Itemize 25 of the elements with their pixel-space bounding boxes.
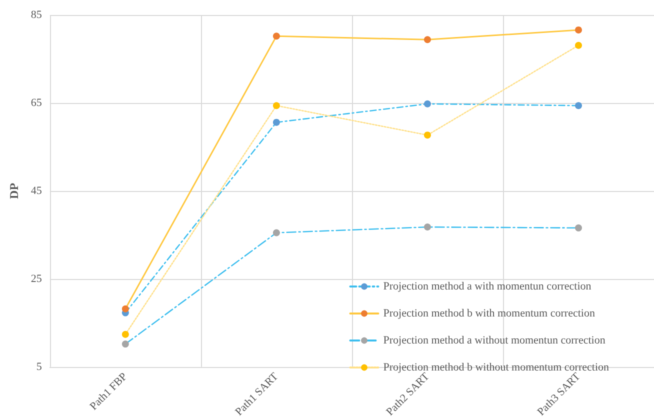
point xyxy=(424,224,431,231)
point xyxy=(272,229,280,236)
y-tick-label: 65 xyxy=(30,96,42,109)
point xyxy=(424,132,431,139)
y-tick-label: 5 xyxy=(36,360,42,373)
point xyxy=(122,340,129,348)
y-tick-label: 25 xyxy=(30,272,42,285)
point xyxy=(122,305,129,312)
y-tick-label: 45 xyxy=(30,184,42,197)
y-tick-label: 85 xyxy=(30,9,42,21)
legend-label: Projection method b without momentum correction xyxy=(383,362,610,374)
point xyxy=(424,100,431,108)
point xyxy=(424,36,431,44)
y-axis-title: DP xyxy=(7,182,21,199)
point xyxy=(574,224,582,232)
point xyxy=(574,42,582,49)
legend-label: Projection method a with momentun correction xyxy=(383,280,592,292)
point xyxy=(272,102,280,110)
legend-label: Projection method b with momentum correction xyxy=(383,308,596,320)
point xyxy=(574,102,582,110)
legend-label: Projection method a without momentun correction xyxy=(383,334,606,346)
point xyxy=(272,32,280,40)
point xyxy=(574,26,582,34)
point xyxy=(122,330,129,338)
point xyxy=(272,118,280,126)
